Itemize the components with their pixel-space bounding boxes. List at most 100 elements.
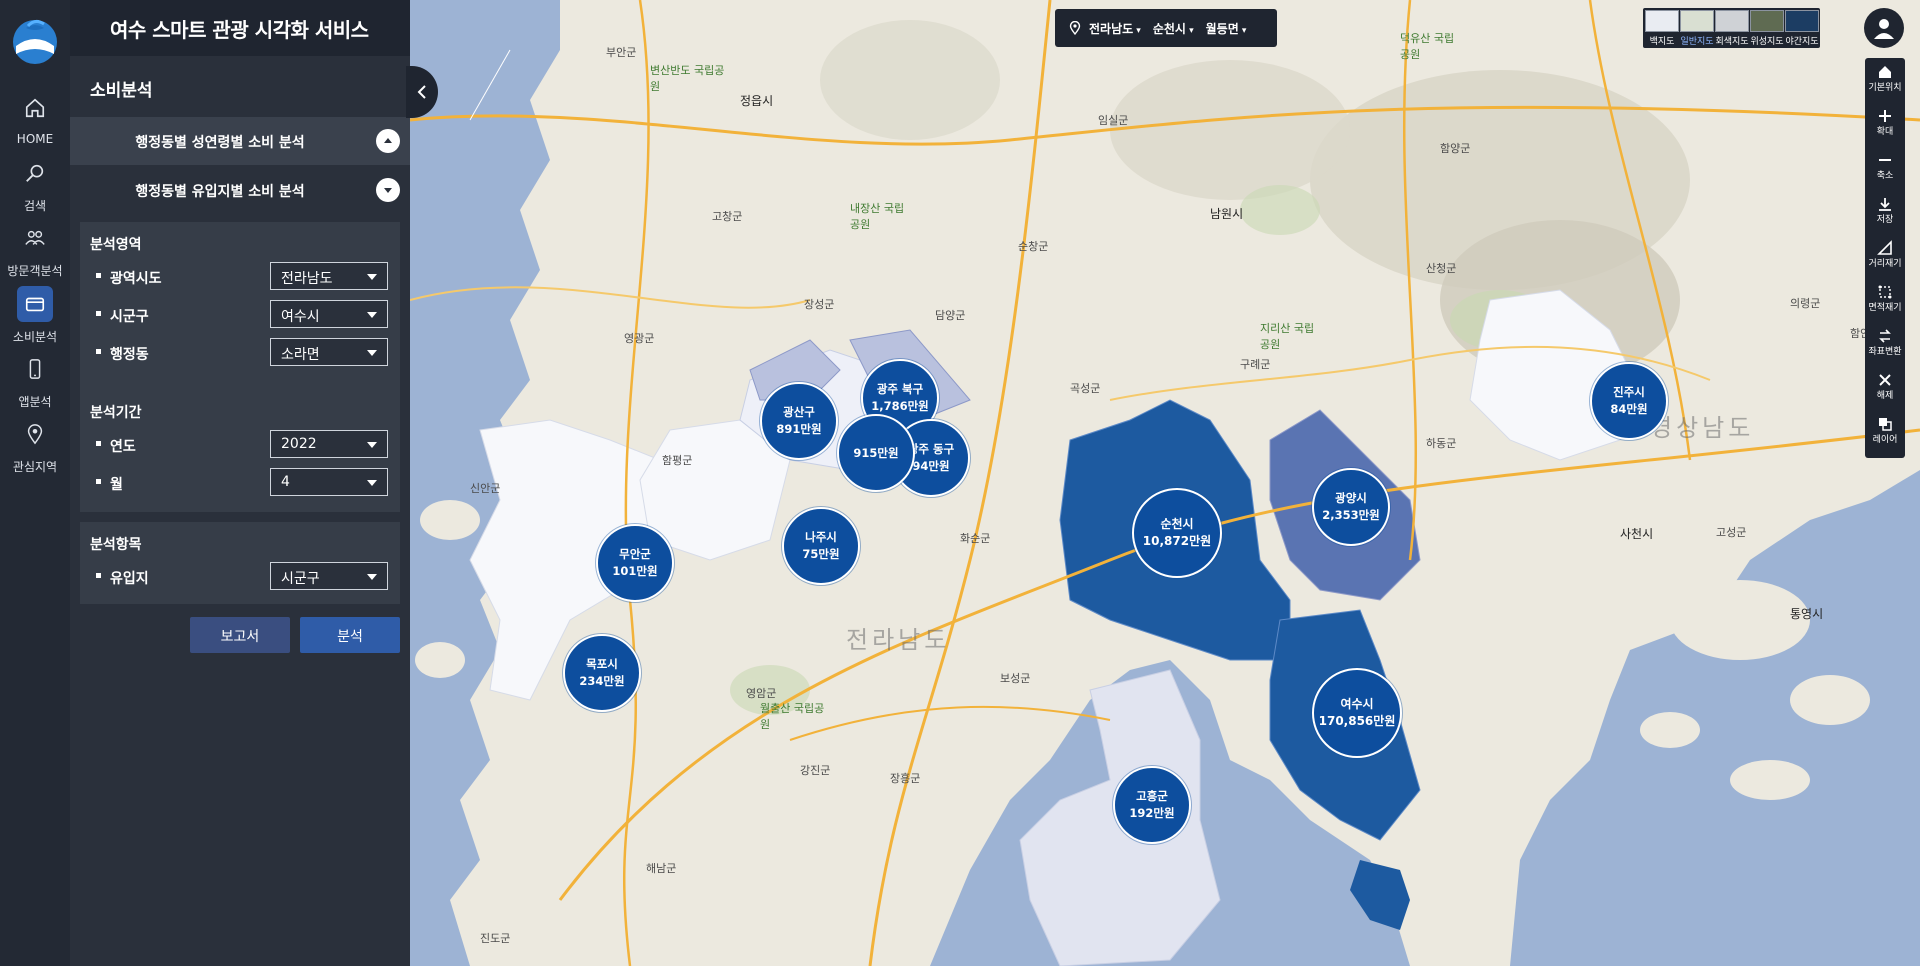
tool-label: 면적재기 — [1868, 303, 1902, 313]
label-jangseong: 장성군 — [804, 298, 835, 311]
tool-zoom-out[interactable]: 축소 — [1865, 152, 1905, 192]
map-type-switcher: 백지도 일반지도 회색지도 위성지도 야간지도 — [1643, 8, 1820, 48]
nav-consumption-label: 소비분석 — [12, 330, 58, 344]
map-type-label: 위성지도 — [1750, 37, 1784, 47]
month-select[interactable]: 4 — [270, 468, 388, 496]
year-value: 2022 — [281, 436, 317, 452]
label-haenam: 해남군 — [646, 862, 677, 875]
bubble-yeosu[interactable]: 여수시 170,856만원 — [1312, 668, 1402, 758]
accordion-origin[interactable]: 행정동별 유입지별 소비 분석 — [70, 166, 410, 214]
collapse-button[interactable] — [376, 129, 400, 153]
location-city-dropdown[interactable]: 순천시 — [1153, 20, 1194, 37]
tool-label: 해제 — [1876, 391, 1894, 401]
accordion-age-gender-label: 행정동별 성연령별 소비 분석 — [135, 135, 305, 151]
bubble-gwangyang[interactable]: 광양시 2,353만원 — [1312, 468, 1390, 546]
analysis-panel: 여수 스마트 관광 시각화 서비스 소비분석 행정동별 성연령별 소비 분석 행… — [70, 0, 410, 966]
analyze-button[interactable]: 분석 — [300, 617, 400, 653]
tool-clear[interactable]: 해제 — [1865, 372, 1905, 412]
expand-button[interactable] — [376, 178, 400, 202]
logo-icon — [13, 19, 57, 64]
label-naejangsan: 내장산 국립공원 — [850, 202, 905, 231]
tool-label: 축소 — [1876, 171, 1894, 181]
nav-consumption-analysis[interactable]: 소비분석 — [0, 274, 70, 352]
report-button[interactable]: 보고서 — [190, 617, 290, 653]
map-type-satellite[interactable]: 위성지도 — [1750, 10, 1784, 47]
city-select[interactable]: 여수시 — [270, 300, 388, 328]
map-type-blank[interactable]: 백지도 — [1645, 10, 1679, 47]
row-year: 연도 2022 — [80, 426, 400, 464]
bubble-value: 915만원 — [853, 445, 899, 460]
year-select[interactable]: 2022 — [270, 430, 388, 458]
nav-search[interactable]: 검색 — [0, 143, 70, 221]
label-jindo: 진도군 — [480, 932, 511, 945]
tool-save[interactable]: 저장 — [1865, 196, 1905, 236]
bubble-muan[interactable]: 무안군 101만원 — [596, 524, 674, 602]
nav-home[interactable]: HOME — [0, 78, 70, 156]
tool-layer[interactable]: 레이어 — [1865, 416, 1905, 456]
bubble-name: 고흥군 — [1136, 789, 1168, 803]
user-button[interactable] — [1864, 8, 1904, 48]
caret-down-icon — [367, 312, 377, 318]
label-deogyusan: 덕유산 국립공원 — [1400, 32, 1455, 61]
map-type-night[interactable]: 야간지도 — [1785, 10, 1819, 47]
bubble-gwangju-seo[interactable]: 915만원 — [837, 414, 915, 492]
map-type-normal[interactable]: 일반지도 — [1680, 10, 1714, 47]
label-gokseong: 곡성군 — [1070, 382, 1101, 395]
pin-icon-box — [17, 416, 53, 452]
tool-coordinate[interactable]: 좌표변환 — [1865, 328, 1905, 368]
label-gangjin: 강진군 — [800, 764, 831, 777]
map-toolbar: 기본위치 확대 축소 저장 거리재기 면적재기 좌표변환 해제 레이어 — [1865, 58, 1905, 458]
bubble-name: 무안군 — [619, 547, 651, 561]
bubble-gwangsan[interactable]: 광산구 891만원 — [760, 382, 838, 460]
caret-down-icon — [367, 274, 377, 280]
label-sunchang: 순창군 — [1018, 240, 1049, 253]
province-select[interactable]: 전라남도 — [270, 262, 388, 290]
home-icon — [25, 98, 45, 118]
nav-interest-area[interactable]: 관심지역 — [0, 404, 70, 482]
bubble-name: 진주시 — [1613, 385, 1645, 399]
label-goseong: 고성군 — [1716, 526, 1747, 539]
location-dong-dropdown[interactable]: 월등면 — [1206, 20, 1247, 37]
bubble-value: 192만원 — [1129, 806, 1175, 820]
bullet — [96, 479, 101, 484]
nav-app-analysis[interactable]: 앱분석 — [0, 339, 70, 417]
label-damyang: 담양군 — [935, 309, 966, 322]
label-tongyeong: 통영시 — [1790, 607, 1824, 621]
tool-label: 기본위치 — [1868, 83, 1902, 93]
tool-distance[interactable]: 거리재기 — [1865, 240, 1905, 280]
bubble-name: 나주시 — [805, 530, 837, 544]
map-thumb — [1715, 10, 1749, 32]
label-byeonsan: 변산반도 국립공원 — [650, 64, 725, 93]
accordion-age-gender[interactable]: 행정동별 성연령별 소비 분석 — [70, 117, 410, 165]
label-imsil: 임실군 — [1098, 114, 1129, 127]
dong-select[interactable]: 소라면 — [270, 338, 388, 366]
origin-select[interactable]: 시군구 — [270, 562, 388, 590]
map-view[interactable]: 정읍시 남원시 사천시 통영시 전라남도 경상남도 담양군 곡성군 화순군 보성… — [410, 0, 1920, 966]
chevron-left-icon — [417, 85, 426, 99]
bubble-naju[interactable]: 나주시 75만원 — [782, 507, 860, 585]
home-icon — [1879, 66, 1891, 78]
bubble-mokpo[interactable]: 목포시 234만원 — [563, 634, 641, 712]
label-wolchulsan: 월출산 국립공원 — [760, 702, 825, 731]
group-item-heading: 분석항목 — [90, 537, 142, 553]
location-province-dropdown[interactable]: 전라남도 — [1089, 20, 1141, 37]
close-icon — [1879, 374, 1891, 386]
tool-zoom-in[interactable]: 확대 — [1865, 108, 1905, 148]
tool-area[interactable]: 면적재기 — [1865, 284, 1905, 324]
dong-label: 행정동 — [110, 347, 149, 363]
map-type-gray[interactable]: 회색지도 — [1715, 10, 1749, 47]
bubble-goheung[interactable]: 고흥군 192만원 — [1113, 766, 1191, 844]
bubble-suncheon[interactable]: 순천시 10,872만원 — [1132, 488, 1222, 578]
bubble-value: 94만원 — [912, 459, 950, 473]
nav-rail: HOME 검색 방문객분석 소비분석 앱분석 관심지역 — [0, 0, 70, 966]
bubble-value: 1,786만원 — [871, 399, 929, 413]
origin-label: 유입지 — [110, 571, 149, 587]
tool-home-position[interactable]: 기본위치 — [1865, 64, 1905, 104]
bubble-jinju[interactable]: 진주시 84만원 — [1590, 362, 1668, 440]
nav-visitor-analysis[interactable]: 방문객분석 — [0, 208, 70, 286]
bullet — [96, 441, 101, 446]
coordinate-icon — [1879, 329, 1891, 343]
bubble-value: 75만원 — [802, 547, 840, 561]
label-uiryeong: 의령군 — [1790, 297, 1821, 310]
ruler-icon — [1877, 240, 1892, 255]
